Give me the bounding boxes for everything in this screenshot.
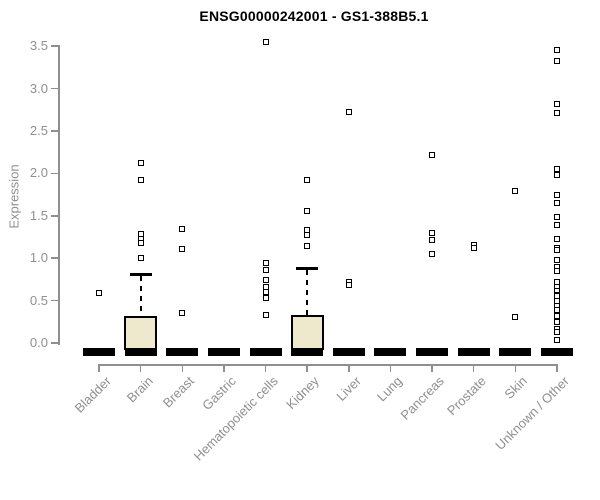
y-tick xyxy=(51,215,58,217)
outlier-point-hematopoietic-cells xyxy=(262,295,269,302)
zero-bar-liver xyxy=(332,348,365,356)
y-tick-label: 3.5 xyxy=(29,38,48,54)
y-tick-label: 0.0 xyxy=(29,335,48,350)
outlier-point-unknown-other xyxy=(553,200,560,207)
zero-bar-bladder xyxy=(83,348,115,356)
outlier-point-breast xyxy=(179,245,186,252)
zero-bar-lung xyxy=(374,348,407,356)
outlier-point-unknown-other xyxy=(553,267,560,274)
whisker-kidney xyxy=(306,269,309,315)
x-axis-line xyxy=(98,364,558,366)
y-tick xyxy=(51,45,58,47)
y-tick xyxy=(51,87,58,90)
outlier-point-unknown-other xyxy=(553,222,560,229)
outlier-point-liver xyxy=(345,282,352,289)
outlier-point-hematopoietic-cells xyxy=(262,267,269,274)
outlier-point-hematopoietic-cells xyxy=(262,277,269,284)
outlier-point-hematopoietic-cells xyxy=(262,260,269,267)
outlier-point-unknown-other xyxy=(553,47,560,54)
outlier-point-unknown-other xyxy=(553,246,560,253)
outlier-point-pancreas xyxy=(429,250,436,257)
outlier-point-hematopoietic-cells xyxy=(262,289,269,296)
outlier-point-unknown-other xyxy=(553,328,560,335)
outlier-point-breast xyxy=(179,310,186,317)
y-tick-label: 3.0 xyxy=(29,80,48,96)
x-tick xyxy=(472,364,475,372)
outlier-point-unknown-other xyxy=(553,306,560,313)
outlier-point-kidney xyxy=(304,207,311,214)
outlier-point-unknown-other xyxy=(553,337,560,344)
outlier-point-unknown-other xyxy=(553,172,560,179)
outlier-point-prostate xyxy=(470,245,477,252)
box-brain xyxy=(124,315,158,350)
y-tick-label: 1.0 xyxy=(29,250,48,266)
outlier-point-unknown-other xyxy=(553,318,560,325)
chart-title: ENSG00000242001 - GS1-388B5.1 xyxy=(199,8,429,24)
whisker-cap-kidney xyxy=(296,266,319,270)
outlier-point-unknown-other xyxy=(553,192,560,199)
outlier-point-breast xyxy=(179,226,186,233)
zero-bar-kidney xyxy=(291,348,324,356)
x-tick xyxy=(389,364,392,372)
zero-bar-unknown-other xyxy=(540,348,573,356)
x-tick xyxy=(181,364,184,372)
x-tick xyxy=(139,364,142,372)
outlier-point-unknown-other xyxy=(553,213,560,220)
outlier-point-kidney xyxy=(304,243,311,250)
y-tick xyxy=(51,299,58,302)
box-kidney xyxy=(290,315,324,350)
zero-bar-gastric xyxy=(207,348,240,356)
outlier-point-pancreas xyxy=(429,237,436,244)
zero-bar-skin xyxy=(499,348,532,356)
outlier-point-unknown-other xyxy=(553,110,560,117)
whisker-brain xyxy=(139,275,142,316)
x-tick xyxy=(348,364,350,372)
zero-bar-prostate xyxy=(457,348,490,356)
x-tick xyxy=(514,364,517,372)
outlier-point-unknown-other xyxy=(553,166,560,173)
y-tick xyxy=(51,257,58,259)
outlier-point-kidney xyxy=(304,177,311,184)
outlier-point-unknown-other xyxy=(553,312,560,319)
zero-bar-pancreas xyxy=(416,348,449,356)
outlier-point-pancreas xyxy=(429,151,436,158)
outlier-point-brain xyxy=(137,255,144,262)
outlier-point-unknown-other xyxy=(553,235,560,242)
y-tick xyxy=(51,172,58,175)
outlier-point-hematopoietic-cells xyxy=(262,312,269,319)
zero-bar-hematopoietic-cells xyxy=(249,348,282,356)
y-tick-label: 2.0 xyxy=(29,165,48,181)
y-tick-label: 1.5 xyxy=(29,207,48,223)
y-axis-line xyxy=(58,45,60,345)
outlier-point-unknown-other xyxy=(553,256,560,263)
outlier-point-pancreas xyxy=(429,229,436,236)
y-tick xyxy=(51,130,58,132)
outlier-point-skin xyxy=(512,313,519,320)
outlier-point-brain xyxy=(137,239,144,246)
zero-bar-breast xyxy=(166,348,199,356)
outlier-point-bladder xyxy=(96,289,102,296)
zero-bar-brain xyxy=(124,348,157,356)
x-tick xyxy=(264,364,267,372)
outlier-point-brain xyxy=(137,160,144,167)
whisker-cap-brain xyxy=(129,272,152,276)
y-tick xyxy=(51,342,58,344)
outlier-point-liver xyxy=(345,109,352,116)
x-tick xyxy=(223,364,225,372)
outlier-point-hematopoietic-cells xyxy=(262,38,269,45)
outlier-point-skin xyxy=(512,188,519,195)
outlier-point-unknown-other xyxy=(553,100,560,107)
outlier-point-kidney xyxy=(304,232,311,239)
x-tick xyxy=(306,364,308,372)
outlier-point-unknown-other xyxy=(553,57,560,64)
x-tick xyxy=(556,364,558,372)
y-tick-label: 2.5 xyxy=(29,123,48,138)
x-tick xyxy=(98,364,100,372)
y-tick-label: 0.5 xyxy=(29,292,48,308)
outlier-point-brain xyxy=(137,177,144,184)
y-axis-title: Expression xyxy=(6,164,22,229)
x-tick xyxy=(431,364,433,372)
